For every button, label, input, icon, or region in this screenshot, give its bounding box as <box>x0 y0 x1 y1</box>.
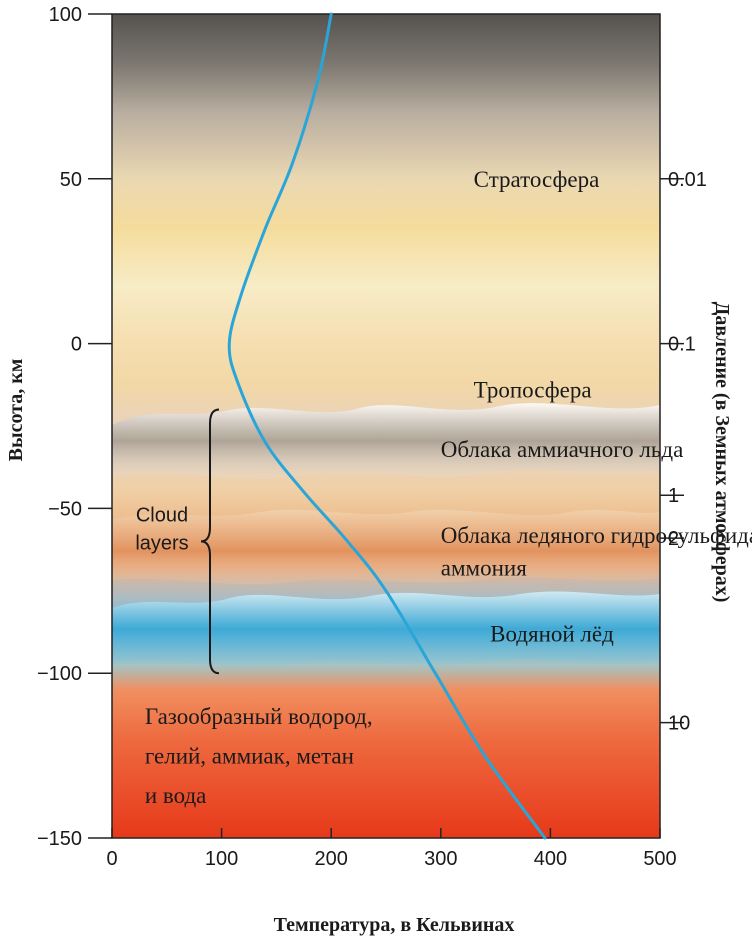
region-annotation: Водяной лёд <box>490 622 614 647</box>
cloud-layers-label-line1: Cloud <box>136 504 188 526</box>
pressure-tick-label: 0.01 <box>668 169 707 191</box>
region-annotations: Стратосфера Тропосфера Облака аммиачного л… <box>145 167 752 808</box>
x-tick-label: 400 <box>534 848 567 870</box>
x-tick-label: 300 <box>424 848 457 870</box>
x-tick-label: 200 <box>315 848 348 870</box>
region-annotation: и вода <box>145 783 207 808</box>
y-axis-title: Высота, км <box>5 359 27 462</box>
pressure-tick-label: 10 <box>668 713 690 735</box>
cloud-layers-bracket <box>200 408 220 675</box>
x-tick-label: 0 <box>106 848 117 870</box>
x-axis-title: Температура, в Кельвинах <box>274 914 515 936</box>
pressure-tick-label: 1 <box>668 485 679 507</box>
x-tick-labels: 0 100 200 300 400 500 <box>106 848 676 870</box>
region-annotation: Тропосфера <box>474 378 592 403</box>
y-tick-labels: 100 50 0 −50 −100 −150 <box>37 4 82 850</box>
water-ice-cloud-band <box>112 591 660 667</box>
cloud-layers-label-line2: layers <box>135 532 188 554</box>
ammonia-cloud-band <box>112 403 660 479</box>
y-tick-label: 100 <box>49 4 82 26</box>
region-annotation: гелий, аммиак, метан <box>145 744 354 769</box>
y-tick-label: 50 <box>60 169 82 191</box>
region-annotation: Стратосфера <box>474 167 600 192</box>
region-annotation: аммония <box>441 556 527 581</box>
temperature-profile-line <box>227 12 547 840</box>
region-annotation: Облака аммиачного льда <box>441 437 684 462</box>
y-tick-label: 0 <box>71 334 82 356</box>
pressure-tick-labels: 0.01 0.1 1 2 10 <box>668 169 707 735</box>
pressure-axis-title: Давление (в Земных атмосферах) <box>711 302 733 603</box>
x-tick-label: 500 <box>643 848 676 870</box>
plot-frame <box>111 13 661 839</box>
region-annotation: Облака ледяного гидросульфида <box>441 523 752 548</box>
pressure-tick-label: 2 <box>668 528 679 550</box>
y-tick-label: −150 <box>37 828 82 850</box>
hydrosulfide-cloud-band <box>112 509 660 585</box>
x-tick-label: 100 <box>205 848 238 870</box>
y-tick-label: −50 <box>48 498 82 520</box>
pressure-tick-label: 0.1 <box>668 334 696 356</box>
axis-ticks <box>88 13 684 839</box>
y-tick-label: −100 <box>37 663 82 685</box>
region-annotation: Газообразный водород, <box>145 704 373 729</box>
